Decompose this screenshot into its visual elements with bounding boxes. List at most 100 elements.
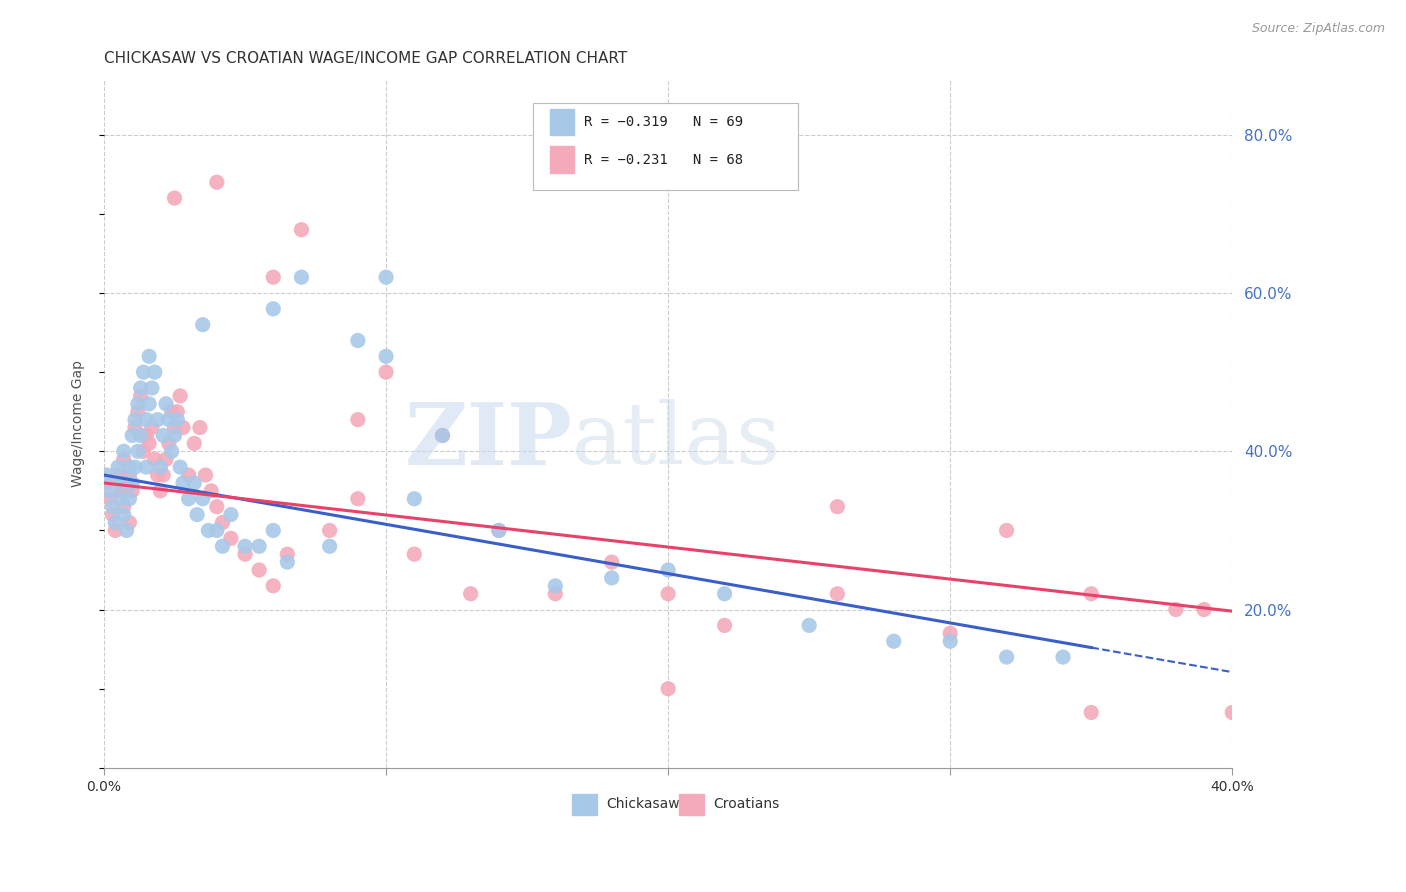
Point	[104, 524, 127, 538]
Point	[1080, 706, 1102, 720]
Point	[110, 491, 132, 506]
Point	[1220, 706, 1243, 720]
Text: Source: ZipAtlas.com: Source: ZipAtlas.com	[1251, 22, 1385, 36]
Point	[1164, 602, 1187, 616]
Y-axis label: Wage/Income Gap: Wage/Income Gap	[72, 360, 86, 487]
Point	[404, 491, 426, 506]
Point	[129, 428, 152, 442]
Point	[375, 365, 398, 379]
Point	[96, 475, 118, 490]
Point	[183, 436, 205, 450]
Point	[600, 571, 623, 585]
Point	[1192, 602, 1215, 616]
Point	[101, 508, 124, 522]
Point	[132, 444, 155, 458]
Bar	[550, 146, 575, 173]
Point	[152, 428, 174, 442]
Point	[290, 223, 312, 237]
Point	[112, 508, 135, 522]
Point	[177, 491, 200, 506]
Point	[107, 468, 129, 483]
Point	[211, 516, 233, 530]
Point	[219, 532, 242, 546]
Point	[939, 634, 962, 648]
Point	[124, 412, 146, 426]
Point	[135, 428, 157, 442]
Point	[96, 468, 118, 483]
Point	[460, 587, 482, 601]
Point	[163, 191, 186, 205]
Point	[121, 428, 143, 442]
Point	[233, 539, 256, 553]
Point	[191, 318, 214, 332]
Point	[166, 412, 188, 426]
Point	[127, 405, 149, 419]
Point	[544, 587, 567, 601]
Point	[118, 460, 141, 475]
Point	[112, 500, 135, 514]
Point	[129, 389, 152, 403]
Point	[318, 539, 340, 553]
Point	[211, 539, 233, 553]
Point	[1080, 587, 1102, 601]
Point	[115, 483, 138, 498]
Point	[404, 547, 426, 561]
Point	[104, 516, 127, 530]
Point	[141, 420, 163, 434]
Point	[432, 428, 454, 442]
Point	[799, 618, 821, 632]
Point	[262, 301, 284, 316]
Point	[183, 475, 205, 490]
Text: CHICKASAW VS CROATIAN WAGE/INCOME GAP CORRELATION CHART: CHICKASAW VS CROATIAN WAGE/INCOME GAP CO…	[104, 51, 627, 66]
Point	[276, 555, 298, 569]
Point	[166, 405, 188, 419]
Point	[98, 483, 121, 498]
Point	[219, 508, 242, 522]
Point	[713, 587, 735, 601]
Point	[290, 270, 312, 285]
Point	[127, 397, 149, 411]
Point	[98, 491, 121, 506]
Point	[152, 468, 174, 483]
Point	[127, 444, 149, 458]
Point	[262, 579, 284, 593]
Point	[118, 516, 141, 530]
Point	[155, 397, 177, 411]
Point	[169, 389, 191, 403]
Point	[883, 634, 905, 648]
Point	[939, 626, 962, 640]
Point	[488, 524, 510, 538]
Point	[138, 436, 160, 450]
Point	[262, 270, 284, 285]
Point	[138, 349, 160, 363]
Point	[115, 475, 138, 490]
Point	[177, 468, 200, 483]
Bar	[572, 794, 598, 814]
Point	[143, 365, 166, 379]
Point	[101, 500, 124, 514]
Point	[600, 555, 623, 569]
Point	[347, 491, 370, 506]
Point	[143, 452, 166, 467]
Point	[200, 483, 222, 498]
Point	[488, 524, 510, 538]
Point	[121, 483, 143, 498]
FancyBboxPatch shape	[533, 103, 797, 189]
Point	[110, 475, 132, 490]
Point	[995, 650, 1018, 665]
Bar	[679, 794, 704, 814]
Point	[110, 483, 132, 498]
Point	[112, 444, 135, 458]
Point	[132, 365, 155, 379]
Point	[995, 524, 1018, 538]
Point	[157, 412, 180, 426]
Point	[188, 420, 211, 434]
Text: R = −0.231   N = 68: R = −0.231 N = 68	[583, 153, 742, 167]
Text: atlas: atlas	[572, 400, 782, 483]
Point	[155, 452, 177, 467]
Point	[186, 508, 208, 522]
Text: R = −0.319   N = 69: R = −0.319 N = 69	[583, 115, 742, 129]
Point	[118, 468, 141, 483]
Point	[318, 524, 340, 538]
Point	[121, 475, 143, 490]
